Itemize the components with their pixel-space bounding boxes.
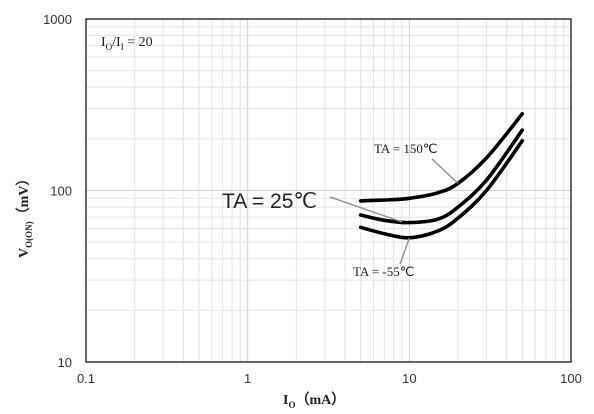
annotation-leader-3: [399, 237, 410, 265]
series-group: [358, 112, 525, 240]
y-tick-label: 100: [50, 184, 72, 199]
x-tick-label: 0.1: [77, 371, 95, 386]
tick-labels: 0.1 1 10 100 10 100 1000: [43, 12, 582, 386]
annotation-150: TA = 150℃: [374, 141, 438, 156]
annotation-minus55: TA = -55℃: [353, 264, 414, 279]
annotation-leaders: [329, 158, 459, 265]
inset-label: IO/II = 20: [101, 35, 153, 52]
x-tick-label: 10: [402, 371, 416, 386]
series-line-3: [358, 139, 525, 240]
y-tick-label: 10: [58, 355, 72, 370]
series-line-2: [358, 128, 525, 225]
series-line-1: [358, 112, 525, 203]
x-tick-label: 1: [244, 371, 251, 386]
annotation-25: TA = 25℃: [222, 190, 317, 213]
plot-border: [85, 18, 572, 363]
y-axis-label: VO(ON)（mV）: [16, 172, 34, 258]
grid: [85, 19, 571, 363]
x-tick-label: 100: [560, 371, 582, 386]
x-axis-label: IO（mA）: [283, 392, 345, 410]
annotation-leader-1: [431, 158, 459, 184]
y-tick-label: 1000: [43, 12, 72, 27]
annotation-leader-2: [329, 196, 403, 223]
